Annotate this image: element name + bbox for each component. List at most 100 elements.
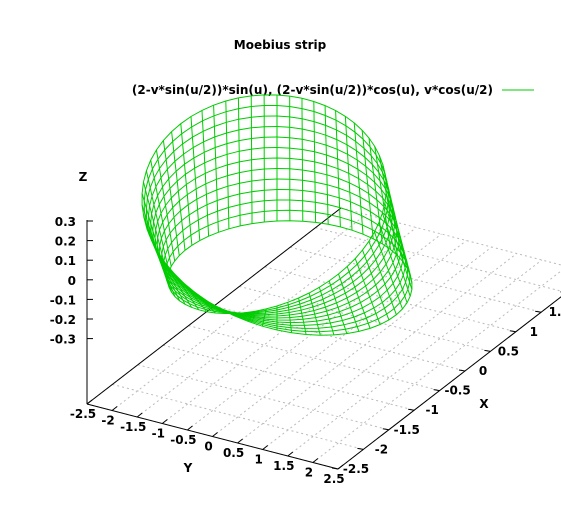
z-tick-label: 0.2 bbox=[55, 235, 76, 249]
surface-line-v bbox=[338, 273, 360, 332]
y-tick-label: -1.5 bbox=[120, 420, 146, 434]
surface-line-v bbox=[368, 241, 397, 315]
y-tick-mark bbox=[287, 451, 294, 457]
surface-line-v bbox=[194, 292, 216, 314]
surface-line-v bbox=[381, 212, 411, 297]
grid-line-x bbox=[112, 383, 364, 450]
y-tick-mark bbox=[111, 406, 118, 411]
chart-title: Moebius strip bbox=[234, 38, 327, 52]
x-tick-mark bbox=[535, 310, 542, 313]
x-tick-mark bbox=[382, 428, 389, 431]
surface-line-v bbox=[141, 193, 169, 283]
x-tick-mark bbox=[357, 447, 364, 450]
grid-line-x bbox=[264, 266, 516, 333]
surface-line-v bbox=[173, 272, 200, 311]
surface-line-v bbox=[385, 183, 411, 276]
surface-line-v bbox=[183, 282, 208, 313]
surface-line-v bbox=[180, 123, 193, 246]
surface-line-v bbox=[164, 262, 192, 308]
grid-line-x bbox=[213, 305, 466, 372]
surface-line-v bbox=[385, 193, 413, 283]
surface-line-v bbox=[219, 308, 235, 314]
y-tick-label: 0.5 bbox=[223, 446, 244, 460]
surface-line-v bbox=[261, 308, 267, 327]
surface-line-v bbox=[233, 312, 246, 316]
legend-entry-label: (2-v*sin(u/2))*sin(u), (2-v*sin(u/2))*co… bbox=[132, 83, 493, 97]
y-tick-label: 0 bbox=[204, 440, 212, 454]
y-tick-label: 2.5 bbox=[323, 472, 344, 486]
surface-line-v bbox=[313, 101, 317, 223]
legend: (2-v*sin(u/2))*sin(u), (2-v*sin(u/2))*co… bbox=[132, 83, 534, 97]
surface-line-v bbox=[301, 98, 304, 222]
tick-labels: -2.5 -2 -1.5 -1 -0.5 0 0.5 1 1.5 2 2.5-2.5-2-1.5-1… bbox=[50, 215, 561, 486]
y-tick-label: 1 bbox=[255, 453, 263, 467]
surface-line-v bbox=[247, 310, 256, 322]
surface-line-v bbox=[250, 95, 253, 224]
y-tick-mark bbox=[262, 445, 269, 450]
surface-line-v bbox=[298, 297, 307, 335]
surface-line-v bbox=[308, 292, 321, 336]
surface-line-v bbox=[143, 181, 169, 278]
grid-line-x bbox=[137, 364, 389, 431]
y-tick-mark bbox=[212, 432, 218, 437]
surface-line-v bbox=[287, 302, 293, 333]
grid-line-x bbox=[239, 285, 491, 352]
grid-line-y bbox=[237, 246, 492, 444]
surface-line-v bbox=[145, 170, 170, 273]
surface-line-v bbox=[344, 116, 353, 231]
surface-line-v bbox=[206, 300, 226, 314]
grid-line-x bbox=[315, 227, 561, 292]
surface-line-v bbox=[346, 266, 371, 329]
surface-line-v bbox=[362, 249, 390, 321]
surface-line-v bbox=[354, 258, 381, 325]
y-tick-mark bbox=[312, 458, 319, 463]
grid-line-x bbox=[290, 246, 542, 313]
z-tick-label: -0.1 bbox=[50, 293, 76, 307]
surface-line-v bbox=[324, 105, 329, 225]
y-tick-mark bbox=[136, 412, 143, 418]
surface-mesh bbox=[141, 94, 413, 336]
grid-line-y bbox=[262, 253, 518, 450]
grid-line-y bbox=[312, 270, 561, 463]
grid-line-y bbox=[287, 259, 543, 457]
surface-line-v bbox=[374, 146, 392, 250]
y-tick-mark bbox=[187, 425, 193, 431]
x-tick-label: 1 bbox=[530, 325, 538, 339]
x-tick-label: 1.5 bbox=[549, 305, 561, 319]
surface-line-v bbox=[201, 110, 210, 237]
z-tick-label: 0 bbox=[68, 274, 76, 288]
surface-line-v bbox=[213, 105, 219, 233]
surface-line-v bbox=[150, 160, 172, 267]
y-axis-label: Y bbox=[183, 461, 193, 475]
grid-line-x bbox=[163, 344, 415, 411]
x-tick-mark bbox=[433, 389, 440, 392]
z-axis-label: Z bbox=[79, 170, 88, 184]
x-tick-mark bbox=[331, 467, 339, 470]
y-tick-label: -2.5 bbox=[70, 407, 96, 421]
x-tick-mark bbox=[484, 349, 491, 352]
y-tick-label: 1.5 bbox=[273, 459, 294, 473]
x-tick-mark bbox=[458, 369, 466, 372]
x-tick-mark bbox=[509, 330, 516, 333]
x-tick-label: -1 bbox=[426, 403, 439, 417]
y-tick-label: 2 bbox=[305, 466, 313, 480]
surface-line-v bbox=[335, 110, 341, 227]
grid-line-y bbox=[212, 240, 467, 437]
surface-line-v bbox=[384, 203, 413, 290]
surface-line-v bbox=[225, 100, 230, 229]
surface-line-v bbox=[162, 140, 180, 256]
x-tick-label: -0.5 bbox=[444, 384, 470, 398]
y-tick-label: -0.5 bbox=[170, 433, 196, 447]
x-tick-label: 0.5 bbox=[498, 344, 519, 358]
surface-line-v bbox=[157, 251, 186, 305]
grid-line-x bbox=[188, 325, 440, 392]
z-tick-label: 0.3 bbox=[55, 215, 76, 229]
z-tick-label: 0.1 bbox=[55, 254, 76, 268]
x-tick-label: -1.5 bbox=[394, 423, 420, 437]
x-tick-label: 0 bbox=[479, 364, 487, 378]
z-tick-label: -0.3 bbox=[50, 333, 76, 347]
y-tick-label: -2 bbox=[101, 414, 114, 428]
y-tick-mark bbox=[86, 399, 93, 405]
surface-line-v bbox=[378, 222, 408, 303]
